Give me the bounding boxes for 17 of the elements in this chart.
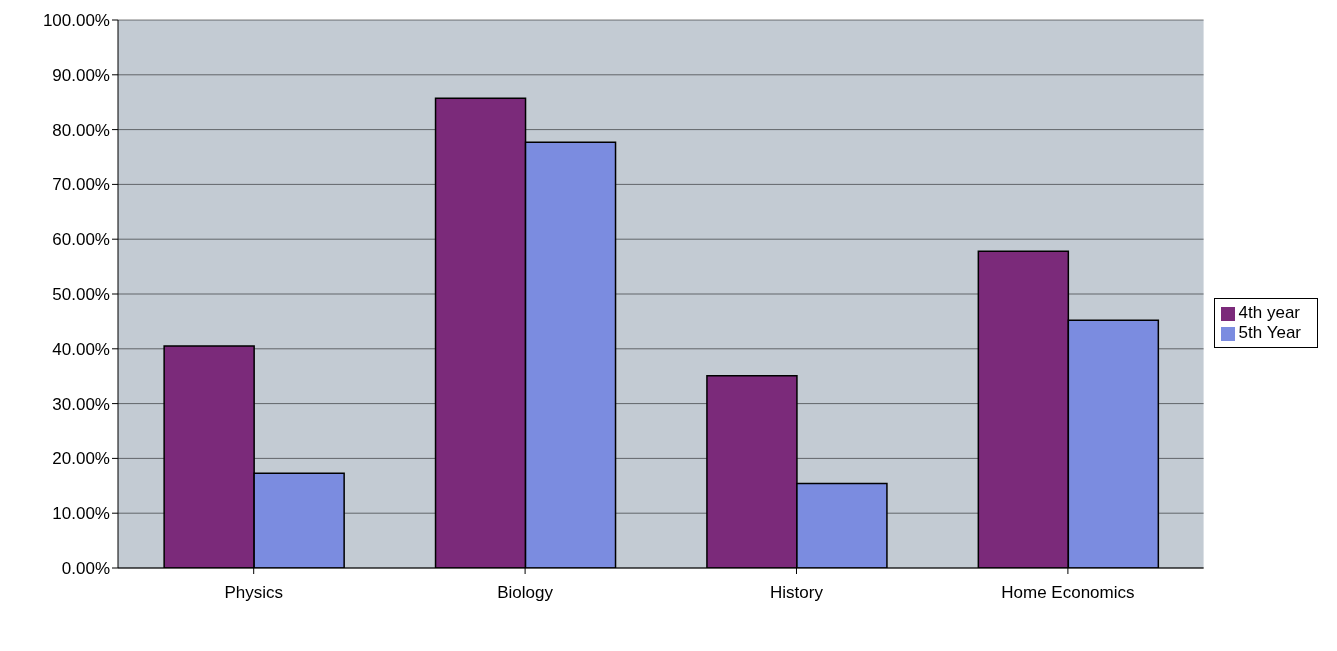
x-tick-label: Physics	[224, 583, 283, 603]
legend-label: 4th year	[1238, 303, 1301, 322]
y-tick-label: 30.00%	[52, 394, 110, 414]
x-tick-label: History	[770, 583, 824, 603]
y-tick-label: 90.00%	[52, 65, 110, 85]
y-tick-label: 70.00%	[52, 175, 110, 195]
x-tick-label: Biology	[497, 583, 554, 603]
y-tick-label: 10.00%	[52, 504, 110, 524]
y-tick-label: 0.00%	[61, 559, 110, 579]
y-tick-label: 50.00%	[52, 285, 110, 305]
y-tick-label: 100.00%	[42, 11, 110, 31]
y-tick-label: 40.00%	[52, 339, 110, 359]
y-tick-label: 60.00%	[52, 230, 110, 250]
legend-label: 5th Year	[1238, 323, 1301, 342]
y-tick-label: 80.00%	[52, 120, 110, 140]
x-tick-label: Home Economics	[1001, 583, 1135, 603]
y-tick-label: 20.00%	[52, 449, 110, 469]
